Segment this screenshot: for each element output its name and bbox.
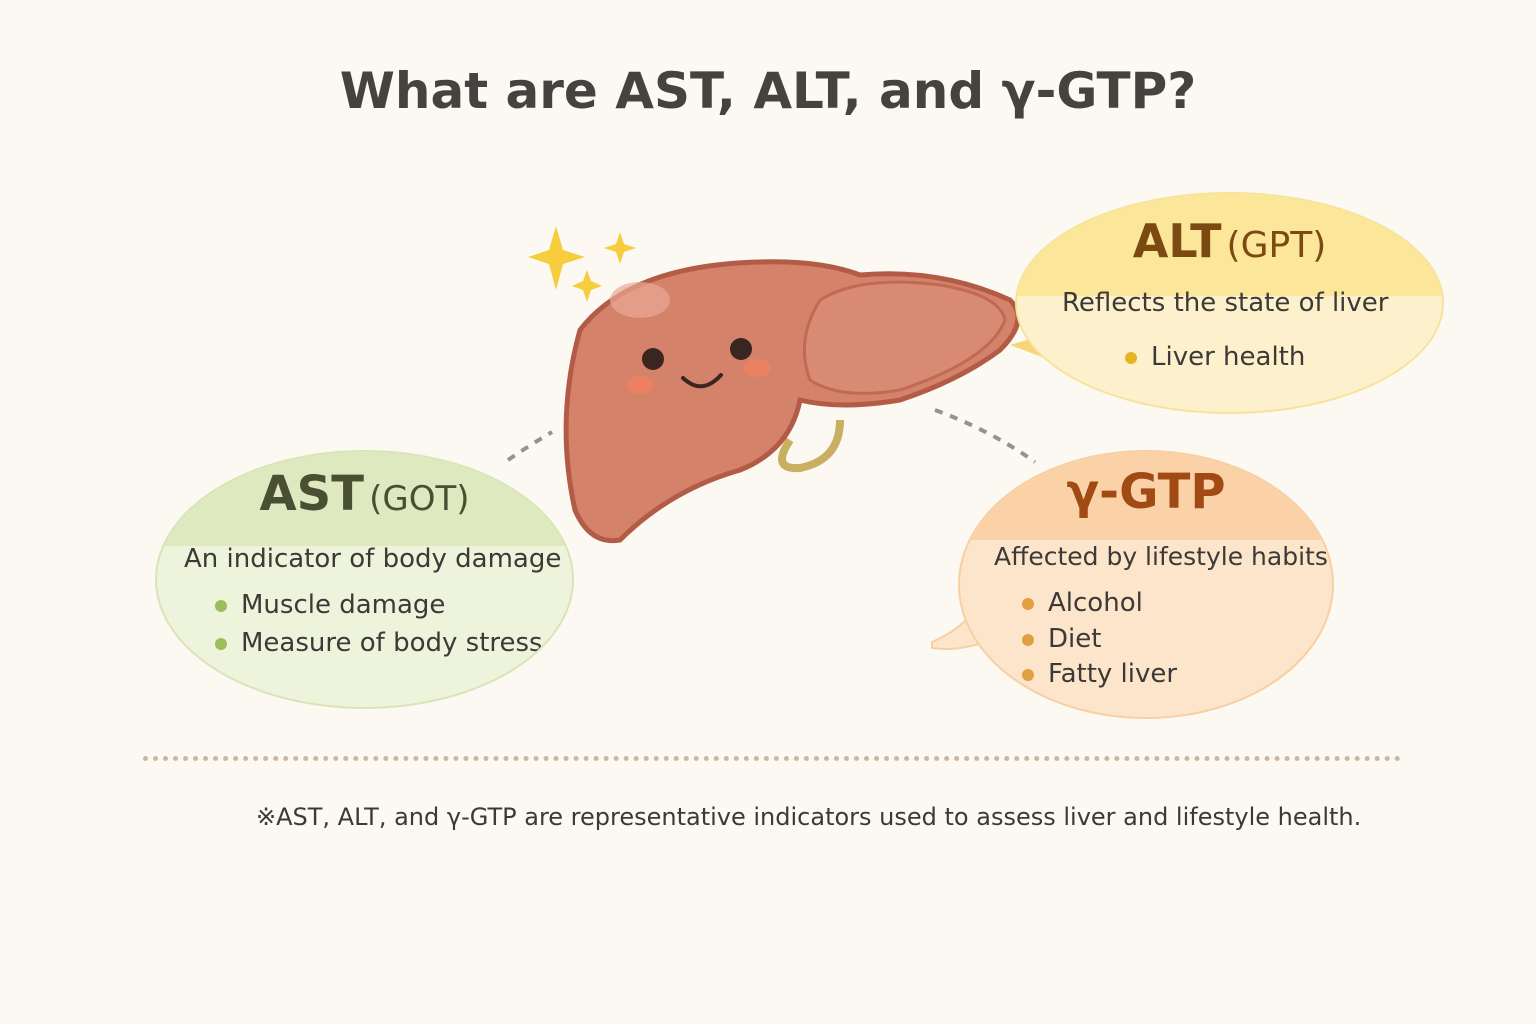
- list-item: Liver health: [1125, 342, 1305, 372]
- liver-eye-right: [730, 338, 752, 360]
- list-item: Diet: [1022, 624, 1101, 654]
- alt-name: ALT: [1132, 214, 1222, 268]
- ggt-name: γ-GTP: [1066, 464, 1226, 520]
- alt-description: Reflects the state of liver: [1062, 288, 1389, 318]
- list-item: Fatty liver: [1022, 659, 1177, 689]
- liver-smile: [681, 373, 723, 389]
- bullet-icon: [215, 599, 227, 612]
- ast-description: An indicator of body damage: [184, 544, 562, 574]
- list-item: Muscle damage: [215, 590, 445, 620]
- footnote: ※AST, ALT, and γ-GTP are representative …: [256, 803, 1362, 831]
- ggt-description: Affected by lifestyle habits: [994, 542, 1328, 571]
- bullet-icon: [1022, 597, 1034, 610]
- bullet-icon: [215, 637, 227, 650]
- page-title: What are AST, ALT, and γ-GTP?: [339, 62, 1197, 120]
- ast-name: AST: [259, 466, 364, 522]
- alt-alias: (GPT): [1226, 225, 1327, 266]
- liver-eye-left: [642, 348, 664, 370]
- list-item: Alcohol: [1022, 588, 1143, 618]
- ast-alias: (GOT): [369, 479, 470, 519]
- dotted-divider: [143, 756, 1401, 761]
- ast-header: AST (GOT): [157, 452, 572, 546]
- ggt-header: γ-GTP: [960, 452, 1332, 540]
- bullet-icon: [1125, 351, 1137, 364]
- bullet-icon: [1022, 633, 1034, 646]
- bullet-icon: [1022, 668, 1034, 681]
- alt-bubble: ALT (GPT) Reflects the state of liver Li…: [1015, 192, 1444, 414]
- ast-bubble: AST (GOT) An indicator of body damage Mu…: [155, 450, 574, 709]
- alt-header: ALT (GPT): [1017, 194, 1442, 296]
- list-item: Measure of body stress: [215, 628, 543, 658]
- sparkle-icon: [528, 226, 636, 302]
- ggt-bubble: γ-GTP Affected by lifestyle habits Alcoh…: [958, 450, 1334, 719]
